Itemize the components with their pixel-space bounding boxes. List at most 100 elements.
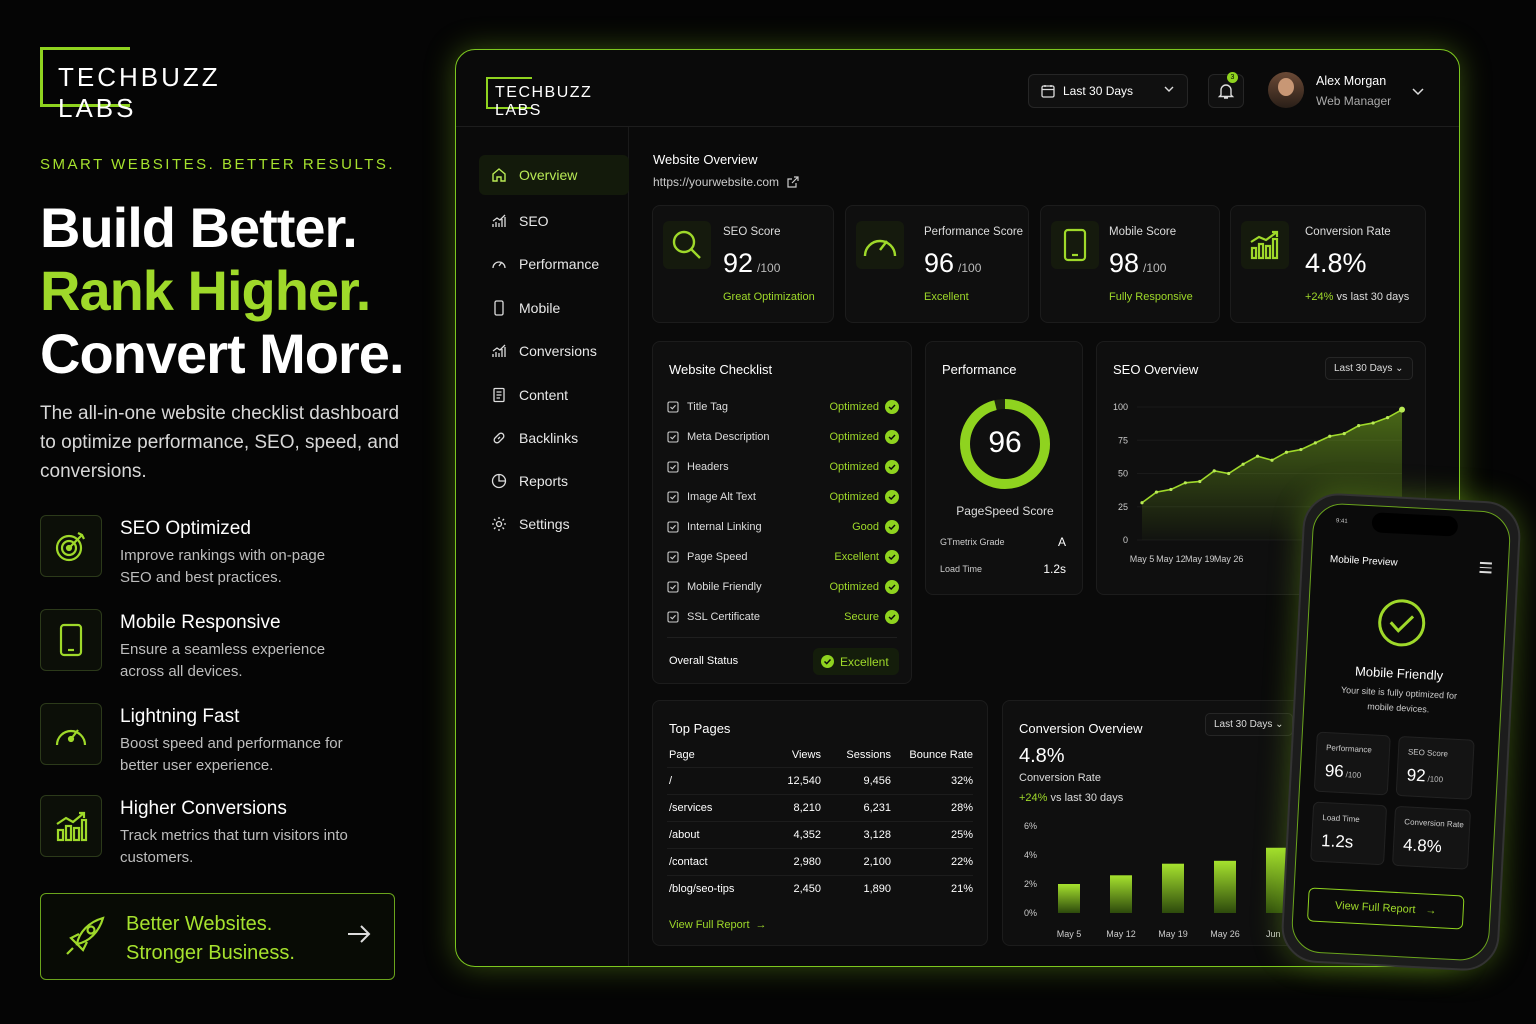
check-circle-icon xyxy=(885,610,899,624)
table-cell: /about xyxy=(669,829,700,841)
y-tick-label: 0 xyxy=(1123,535,1128,545)
y-tick-label: 100 xyxy=(1113,402,1128,412)
notifications-button[interactable]: 3 xyxy=(1208,72,1244,108)
external-link-icon xyxy=(787,176,799,188)
checklist-item-name: Meta Description xyxy=(687,431,770,443)
conversion-bar-chart: 0% 2% 4% 6% May 5 May 12 May 19 May 26 Jun 2 xyxy=(1024,821,1288,939)
checklist-item-status: Optimized xyxy=(829,401,879,413)
sidebar-item-overview[interactable]: Overview xyxy=(479,155,629,195)
checklist-item-icon xyxy=(667,551,679,563)
sidebar-item-mobile[interactable]: Mobile xyxy=(479,288,629,328)
seo-range-select[interactable]: Last 30 Days ⌄ xyxy=(1325,357,1413,380)
check-circle-icon xyxy=(885,430,899,444)
mobile-icon xyxy=(40,609,102,671)
feature-title: Higher Conversions xyxy=(120,798,287,819)
x-tick-label: May 5 xyxy=(1130,554,1155,564)
sidebar-item-content[interactable]: Content xyxy=(479,375,629,415)
checklist-item-status: Optimized xyxy=(829,491,879,503)
hero-line-2: Rank Higher. xyxy=(40,259,371,322)
stat-label: SEO Score xyxy=(723,226,781,238)
growth-chart-icon xyxy=(1241,221,1289,269)
view-full-report-link[interactable]: View Full Report → xyxy=(669,919,767,931)
data-point xyxy=(1371,421,1375,425)
table-cell: /services xyxy=(669,802,713,814)
cta-banner[interactable]: Better Websites. Stronger Business. xyxy=(40,893,395,980)
data-point xyxy=(1140,501,1144,505)
feature-title: SEO Optimized xyxy=(120,518,251,539)
checklist-item-name: Image Alt Text xyxy=(687,491,756,503)
table-header: Views xyxy=(791,749,821,761)
data-point xyxy=(1328,434,1332,438)
conversion-overview-card: Conversion Overview Last 30 Days ⌄ 4.8% … xyxy=(1002,700,1312,946)
user-name: Alex Morgan xyxy=(1316,74,1387,88)
sidebar-item-performance[interactable]: Performance xyxy=(479,244,629,284)
logo-frame xyxy=(40,47,130,107)
checklist-item-status: Good xyxy=(852,521,879,533)
sidebar-item-reports[interactable]: Reports xyxy=(479,461,629,501)
card-title: Conversion Overview xyxy=(1019,721,1143,736)
checklist-item-status: Optimized xyxy=(829,581,879,593)
avatar[interactable] xyxy=(1268,72,1304,108)
growth-chart-icon xyxy=(492,344,506,357)
feature-desc: Boost speed and performance for better u… xyxy=(120,735,343,774)
checklist-item-name: Title Tag xyxy=(687,401,728,413)
mobile-icon xyxy=(1051,221,1099,269)
table-header: Page xyxy=(669,749,695,761)
x-tick-label: May 12 xyxy=(1106,929,1136,939)
user-role: Web Manager xyxy=(1316,94,1392,108)
phone-view-report-button[interactable]: View Full Report → xyxy=(1306,887,1465,930)
y-tick-label: 2% xyxy=(1024,879,1037,889)
data-point xyxy=(1255,454,1260,458)
feature-desc: Improve rankings with on-page SEO and be… xyxy=(120,547,326,586)
pagespeed-label: PageSpeed Score xyxy=(956,504,1054,518)
sidebar-item-seo[interactable]: SEO xyxy=(479,201,629,241)
checklist-item-name: Headers xyxy=(687,461,729,473)
date-range-value: Last 30 Days xyxy=(1063,84,1134,98)
sidebar-item-backlinks[interactable]: Backlinks xyxy=(479,418,629,458)
calendar-icon xyxy=(1041,85,1055,98)
conversion-change: +24% vs last 30 days xyxy=(1019,792,1124,804)
check-circle-icon xyxy=(885,580,899,594)
conversion-range-select[interactable]: Last 30 Days ⌄ xyxy=(1205,713,1293,736)
speedometer-icon xyxy=(40,703,102,765)
x-tick-label: May 26 xyxy=(1214,554,1244,564)
data-point xyxy=(1313,441,1317,445)
sidebar-item-settings[interactable]: Settings xyxy=(479,504,629,544)
sidebar-item-conversions[interactable]: Conversions xyxy=(479,331,629,371)
brand-name: TECHBUZZ LABS xyxy=(58,62,221,123)
y-tick-label: 4% xyxy=(1024,850,1037,860)
date-range-select[interactable]: Last 30 Days xyxy=(1028,74,1188,108)
stat-sub: Great Optimization xyxy=(723,291,815,303)
site-url-link[interactable]: https://yourwebsite.com xyxy=(653,175,799,189)
overview-title: Website Overview xyxy=(653,152,758,167)
checklist-item-icon xyxy=(667,401,679,413)
x-tick-label: May 12 xyxy=(1156,554,1186,564)
data-point xyxy=(1342,432,1346,436)
feature-mobile: Mobile Responsive Ensure a seamless expe… xyxy=(40,609,420,680)
table-cell: /contact xyxy=(669,856,708,868)
checklist-item: Meta Description Optimized xyxy=(667,427,899,447)
feature-seo: SEO Optimized Improve rankings with on-p… xyxy=(40,515,420,586)
brand-logo: TECHBUZZ LABS xyxy=(40,47,302,123)
chevron-down-icon[interactable] xyxy=(1411,84,1425,98)
x-tick-label: May 26 xyxy=(1210,929,1240,939)
card-title: Performance xyxy=(942,362,1017,377)
stat-value: 92/100 xyxy=(723,248,781,278)
checklist-item-status: Optimized xyxy=(829,431,879,443)
checklist-item: Mobile Friendly Optimized xyxy=(667,577,899,597)
data-point xyxy=(1385,416,1390,420)
check-circle-icon xyxy=(1378,599,1426,647)
table-cell: 2,980 xyxy=(793,856,821,868)
grade-label: GTmetrix Grade xyxy=(940,537,1005,547)
menu-icon[interactable] xyxy=(1479,561,1492,574)
arrow-right-icon xyxy=(348,925,371,943)
dashboard-logo[interactable]: TECHBUZZ LABS xyxy=(486,77,641,119)
stat-value: 4.8% xyxy=(1305,248,1367,278)
table-cell: 8,210 xyxy=(793,802,821,814)
top-bar: TECHBUZZ LABS Last 30 Days 3 Alex Morgan… xyxy=(456,50,1459,127)
phone-title: Mobile Preview xyxy=(1329,554,1398,569)
table-cell: 32% xyxy=(950,775,973,787)
y-tick-label: 75 xyxy=(1118,435,1128,445)
load-time-label: Load Time xyxy=(940,564,983,574)
table-cell: 4,352 xyxy=(793,829,821,841)
